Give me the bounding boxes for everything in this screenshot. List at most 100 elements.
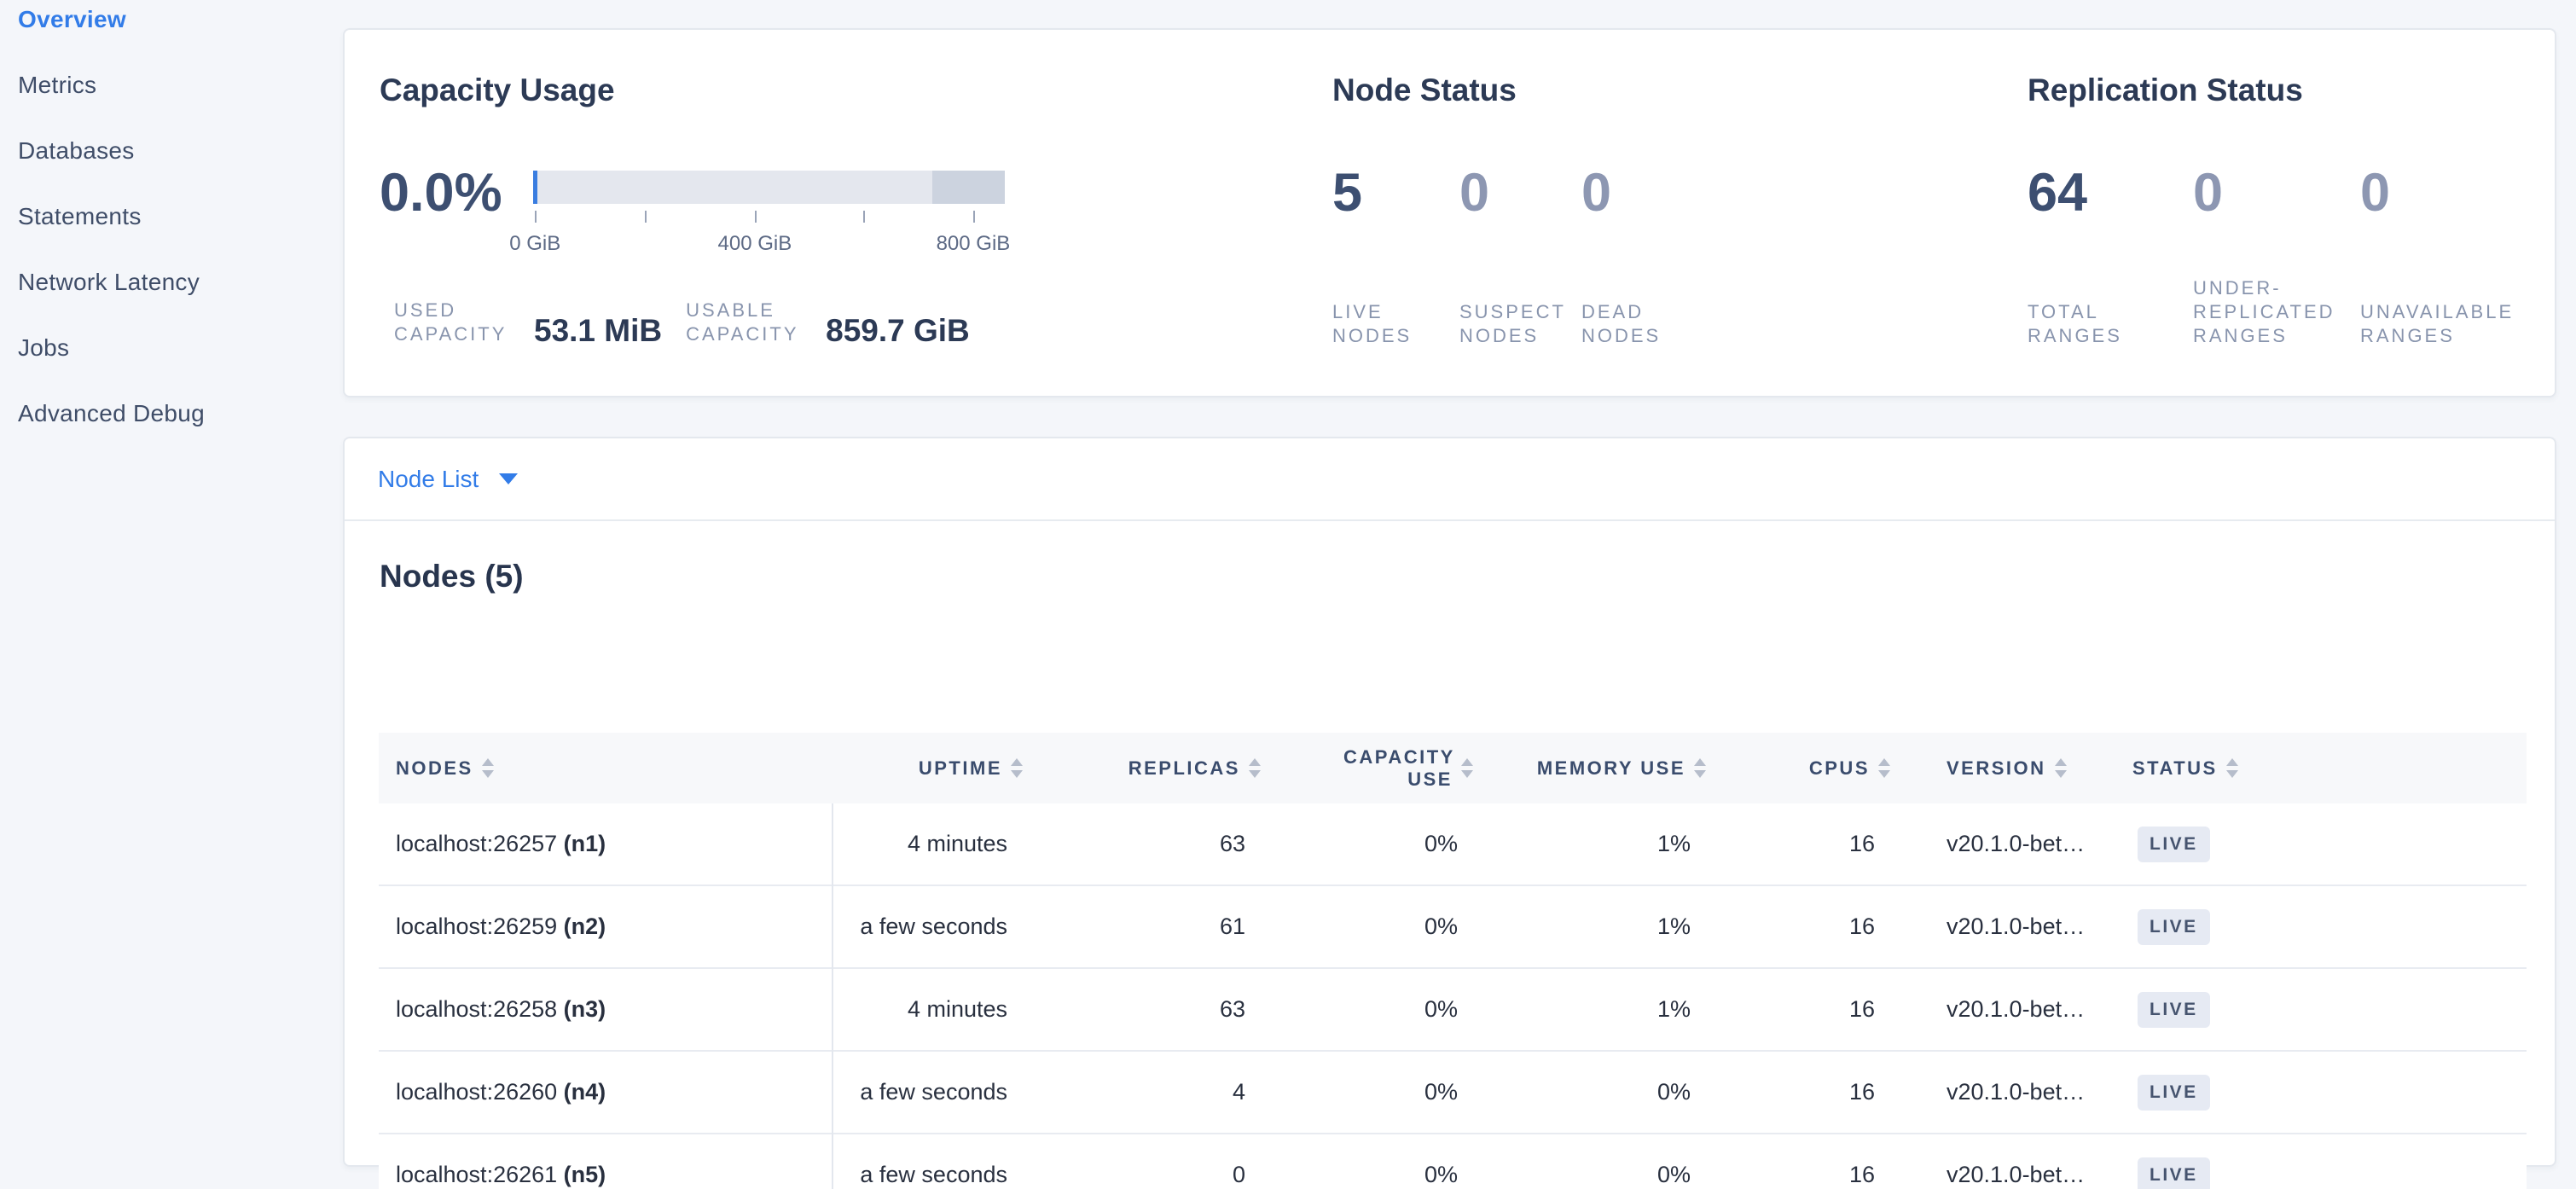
axis-tick	[645, 211, 647, 223]
axis-tick	[754, 211, 757, 223]
capacity-bar-track	[533, 171, 1005, 204]
column-header-cpus[interactable]: CPUS	[1726, 757, 1911, 780]
column-divider	[832, 803, 833, 1189]
total-ranges-value: 64	[2028, 163, 2088, 223]
node-replicas-cell: 0	[1232, 1162, 1245, 1187]
node-id: (n4)	[563, 1079, 606, 1105]
usable-capacity-stat: USABLE CAPACITY 859.7 GiB	[686, 299, 970, 346]
column-header-version[interactable]: VERSION	[1911, 757, 2132, 780]
node-capacity-use-cell: 0%	[1424, 1162, 1458, 1187]
node-address: localhost:26260	[396, 1079, 558, 1105]
node-table-row[interactable]: localhost:26260 (n4) a few seconds 4 0% …	[379, 1052, 2527, 1134]
node-version-cell: v20.1.0-bet…	[1947, 914, 2086, 939]
sort-icon	[2225, 758, 2238, 778]
sort-icon	[1694, 758, 1706, 778]
sidebar-item-network-latency[interactable]: Network Latency	[18, 269, 200, 295]
node-capacity-use-cell: 0%	[1424, 831, 1458, 856]
column-label: REPLICAS	[1128, 757, 1240, 779]
axis-tick	[972, 211, 975, 223]
sidebar-item-overview[interactable]: Overview	[18, 6, 126, 32]
node-cpus-cell: 16	[1848, 996, 1875, 1022]
node-replicas-cell: 63	[1219, 996, 1245, 1022]
column-header-capacity-use[interactable]: CAPACITY USE	[1281, 746, 1494, 791]
used-capacity-stat: USED CAPACITY 53.1 MiB	[394, 299, 662, 346]
caret-down-icon[interactable]	[499, 473, 519, 484]
node-cpus-cell: 16	[1848, 831, 1875, 856]
node-table-row[interactable]: localhost:26261 (n5) a few seconds 0 0% …	[379, 1134, 2527, 1189]
node-address-cell[interactable]: localhost:26258 (n3)	[379, 996, 832, 1023]
node-address: localhost:26259	[396, 914, 558, 939]
replication-status-section: Replication Status 64 TOTAL RANGES 0 UND…	[2028, 72, 2548, 346]
replication-stats: 64 TOTAL RANGES 0 UNDER-REPLICATED RANGE…	[2028, 165, 2539, 348]
axis-tick-label: 0 GiB	[509, 232, 561, 255]
column-label: CPUS	[1808, 757, 1870, 779]
node-version-cell: v20.1.0-bet…	[1947, 1162, 2086, 1187]
used-capacity-value: 53.1 MiB	[534, 313, 663, 348]
node-list-body: Nodes (5) NODES UPTIME REPLICAS CAPACITY…	[345, 521, 2555, 1189]
node-id: (n1)	[563, 831, 606, 856]
node-replicas-cell: 4	[1232, 1079, 1245, 1105]
node-table-row[interactable]: localhost:26258 (n3) 4 minutes 63 0% 1% …	[379, 969, 2527, 1052]
node-address: localhost:26261	[396, 1162, 558, 1187]
node-replicas-cell: 61	[1219, 914, 1245, 939]
sort-icon	[1878, 758, 1890, 778]
column-header-status[interactable]: STATUS	[2132, 757, 2527, 780]
sidebar-item-metrics[interactable]: Metrics	[18, 72, 97, 98]
node-table-row[interactable]: localhost:26257 (n1) 4 minutes 63 0% 1% …	[379, 803, 2527, 886]
nodes-table-header: NODES UPTIME REPLICAS CAPACITY USE MEMOR…	[379, 733, 2527, 803]
dead-nodes-stat: 0 DEAD NODES	[1581, 165, 1726, 348]
suspect-nodes-value: 0	[1459, 163, 1490, 223]
node-status-section: Node Status 5 LIVE NODES 0 SUSPECT NODES…	[1332, 72, 1981, 346]
column-header-uptime[interactable]: UPTIME	[832, 757, 1043, 780]
used-capacity-label: USED CAPACITY	[394, 299, 508, 345]
node-memory-use-cell: 1%	[1656, 996, 1691, 1022]
node-status-cell: LIVE	[2132, 991, 2527, 1028]
column-header-replicas[interactable]: REPLICAS	[1043, 757, 1281, 780]
capacity-bar: 0 GiB 400 GiB 800 GiB	[509, 171, 1010, 255]
capacity-usage-section: Capacity Usage 0.0% 0 GiB 400 GiB 800 GiB …	[380, 72, 1318, 346]
sidebar-item-advanced-debug[interactable]: Advanced Debug	[18, 400, 206, 426]
sort-icon	[1461, 758, 1473, 778]
status-badge: LIVE	[2138, 826, 2210, 862]
column-label: UPTIME	[918, 757, 1002, 779]
capacity-used-percent: 0.0%	[380, 163, 502, 223]
nodes-table-title: Nodes (5)	[380, 559, 524, 594]
under-replicated-ranges-label: UNDER-REPLICATED RANGES	[2193, 277, 2335, 346]
column-header-nodes[interactable]: NODES	[379, 757, 832, 780]
suspect-nodes-stat: 0 SUSPECT NODES	[1459, 165, 1581, 348]
axis-tick-label: 400 GiB	[717, 232, 792, 255]
dead-nodes-label: DEAD NODES	[1581, 301, 1662, 346]
node-address-cell[interactable]: localhost:26260 (n4)	[379, 1079, 832, 1105]
node-list-view-dropdown[interactable]: Node List	[378, 465, 479, 492]
status-badge: LIVE	[2138, 1074, 2210, 1111]
node-id: (n5)	[563, 1162, 606, 1187]
sidebar-item-statements[interactable]: Statements	[18, 203, 142, 229]
column-label: NODES	[396, 757, 473, 779]
nodes-table: NODES UPTIME REPLICAS CAPACITY USE MEMOR…	[379, 733, 2527, 1189]
sidebar-item-jobs[interactable]: Jobs	[18, 334, 70, 361]
sort-icon	[2054, 758, 2067, 778]
node-address-cell[interactable]: localhost:26257 (n1)	[379, 831, 832, 857]
status-badge: LIVE	[2138, 1157, 2210, 1189]
sidebar: Overview Metrics Databases Statements Ne…	[18, 7, 325, 467]
node-memory-use-cell: 0%	[1656, 1162, 1691, 1187]
node-address-cell[interactable]: localhost:26261 (n5)	[379, 1162, 832, 1188]
node-status-cell: LIVE	[2132, 908, 2527, 945]
node-cpus-cell: 16	[1848, 1079, 1875, 1105]
status-badge: LIVE	[2138, 908, 2210, 945]
total-ranges-label: TOTAL RANGES	[2028, 301, 2122, 346]
node-uptime-cell: 4 minutes	[907, 831, 1007, 856]
capacity-stats: USED CAPACITY 53.1 MiB USABLE CAPACITY 8…	[394, 299, 970, 346]
sidebar-item-databases[interactable]: Databases	[18, 137, 135, 164]
column-header-memory-use[interactable]: MEMORY USE	[1494, 757, 1726, 780]
node-memory-use-cell: 1%	[1656, 831, 1691, 856]
node-table-row[interactable]: localhost:26259 (n2) a few seconds 61 0%…	[379, 886, 2527, 969]
node-address: localhost:26257	[396, 831, 558, 856]
sidebar-nav-list: Overview Metrics Databases Statements Ne…	[18, 7, 325, 426]
node-cpus-cell: 16	[1848, 914, 1875, 939]
node-address-cell[interactable]: localhost:26259 (n2)	[379, 914, 832, 940]
node-capacity-use-cell: 0%	[1424, 996, 1458, 1022]
node-id: (n2)	[563, 914, 606, 939]
status-badge: LIVE	[2138, 991, 2210, 1028]
node-status-cell: LIVE	[2132, 1157, 2527, 1189]
